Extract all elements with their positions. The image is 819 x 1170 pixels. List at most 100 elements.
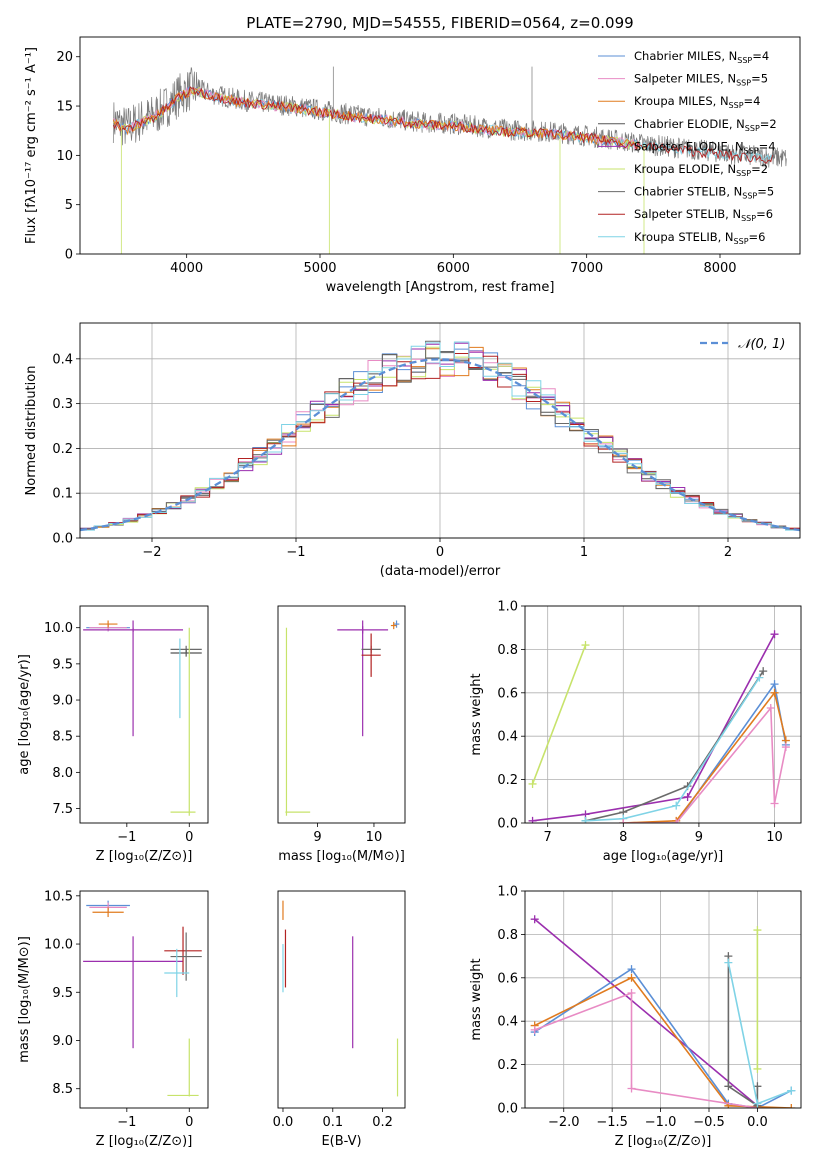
age-vs-mass-axes: 9 10 mass [log₁₀(M/M⊙)] [278,823,405,864]
x-tick-label: 8 [619,830,627,845]
x-tick-label: 8000 [703,261,736,276]
x-tick-label: −1.5 [596,1115,628,1130]
histogram-step [80,353,800,531]
x-tick-label: −1 [117,1115,136,1130]
mass-weight-marker [766,703,775,712]
y-tick-label: 0.8 [497,928,518,943]
spectrum-lines [112,66,787,254]
x-axis-label: age [log₁₀(age/yr)] [603,849,724,864]
mass-weight-marker [619,819,628,823]
x-tick-label: −2.0 [548,1115,580,1130]
x-tick-label: 9 [313,830,321,845]
y-axis-label: mass weight [469,673,484,755]
mass-vs-ebv-points [282,900,399,1097]
model-spectrum [112,85,773,164]
y-tick-label: 0.1 [52,487,73,502]
y-axis-label: Normed distribution [24,366,39,496]
figure-title: PLATE=2790, MJD=54555, FIBERID=0564, z=0… [246,14,633,32]
mass-weight-line [534,991,758,1108]
mass-weight-line [532,633,776,822]
x-tick-label: 1 [580,545,588,560]
mass-weight-marker [530,1025,539,1034]
y-tick-label: 9.0 [52,694,73,709]
legend-count: =6 [749,230,766,244]
legend-label: Kroupa MILES, NSSP=4 [634,94,760,110]
axes-frame [79,605,209,824]
mass-weight-marker [753,1064,762,1073]
legend-subscript: SSP [742,192,757,201]
x-tick-label: 4000 [170,261,203,276]
x-tick-label: 0.0 [747,1115,768,1130]
y-tick-label: 9.5 [52,986,73,1001]
spectrum-axes: 4000 5000 6000 7000 8000 0 5 10 15 20 wavelength [… [24,47,737,295]
mass-weight-line [534,918,758,1107]
y-tick-label: 15 [56,100,73,115]
y-tick-label: 0.8 [497,643,518,658]
x-tick-label: −1 [286,545,305,560]
age-vs-Z-axes: −1 0 7.5 8.0 8.5 9.0 9.5 10.0 Z [log₁₀(Z/Z⊙)] age… [17,621,193,864]
y-axis-label: age [log₁₀(age/yr)] [17,654,32,775]
axes-frame [524,605,802,824]
mass-weight-marker [672,819,681,823]
legend-subscript: SSP [745,124,760,133]
y-tick-label: 8.5 [52,730,73,745]
mass-weight-marker [581,641,590,650]
y-tick-label: 0.4 [497,730,518,745]
mass-weight-marker [530,915,539,924]
histograms [80,340,800,532]
x-axis-label: wavelength [Angstrom, rest frame] [326,280,555,295]
x-tick-label: 2 [724,545,732,560]
x-axis-label: Z [log₁₀(Z/Z⊙)] [96,1134,193,1149]
legend-count: =6 [756,207,773,221]
mass-weight-line [727,962,792,1105]
mass-weight-vs-age-series [528,630,790,823]
mass-weight-marker [755,673,764,682]
model-spectrum [113,86,641,151]
mass-weight-marker [672,801,681,810]
y-tick-label: 8.5 [52,1082,73,1097]
x-tick-label: 10 [766,830,783,845]
histogram-step [80,341,800,531]
mass-weight-line [531,644,587,785]
legend-count: =5 [751,72,768,86]
legend-label: Salpeter STELIB, NSSP=6 [634,207,773,223]
y-tick-label: 9.0 [52,1034,73,1049]
x-tick-label: 0 [185,1115,193,1130]
x-tick-label: 10 [366,830,383,845]
y-tick-label: 5 [65,198,73,213]
legend-label: Chabrier MILES, NSSP=4 [634,49,769,65]
legend-count: =4 [744,94,761,108]
y-axis-label: mass weight [469,958,484,1040]
legend-label: Salpeter MILES, NSSP=5 [634,72,768,88]
mass-weight-marker [627,988,636,997]
mass-weight-marker [528,816,537,823]
mass-weight-line [585,670,764,822]
mass-weight-line [534,968,792,1108]
x-tick-label: 0 [185,830,193,845]
y-tick-label: 0.4 [497,1015,518,1030]
y-tick-label: 9.5 [52,657,73,672]
residual-histograms-axes: −2 −1 0 1 2 0.0 0.1 0.2 0.3 0.4 (data-model)/error… [24,323,800,579]
y-tick-label: 0.4 [52,352,73,367]
x-tick-label: 7 [544,830,552,845]
axes-frame [524,890,802,1109]
x-tick-label: 0 [436,545,444,560]
mass-weight-vs-age-axes: 7 8 9 10 0.0 0.2 0.4 0.6 0.8 1.0 age [log₁₀(age/yr… [469,600,801,864]
x-axis-label: E(B-V) [321,1134,361,1149]
y-tick-label: 0.6 [497,686,518,701]
legend-count: =4 [752,49,769,63]
mass-weight-marker [770,688,779,697]
axes-frame [277,890,406,1109]
mass-weight-marker [627,1084,636,1093]
x-axis-label: Z [log₁₀(Z/Z⊙)] [615,1134,712,1149]
age-vs-mass-points [285,620,400,816]
mass-weight-marker [759,667,768,676]
legend-subscript: SSP [729,101,744,110]
mass-weight-vs-Z-series [530,915,796,1108]
x-tick-label: −2 [142,545,161,560]
mass-weight-line [727,956,759,1108]
legend-label: Kroupa ELODIE, NSSP=2 [634,162,768,178]
legend-subscript: SSP [736,79,751,88]
legend-subscript: SSP [737,56,752,65]
